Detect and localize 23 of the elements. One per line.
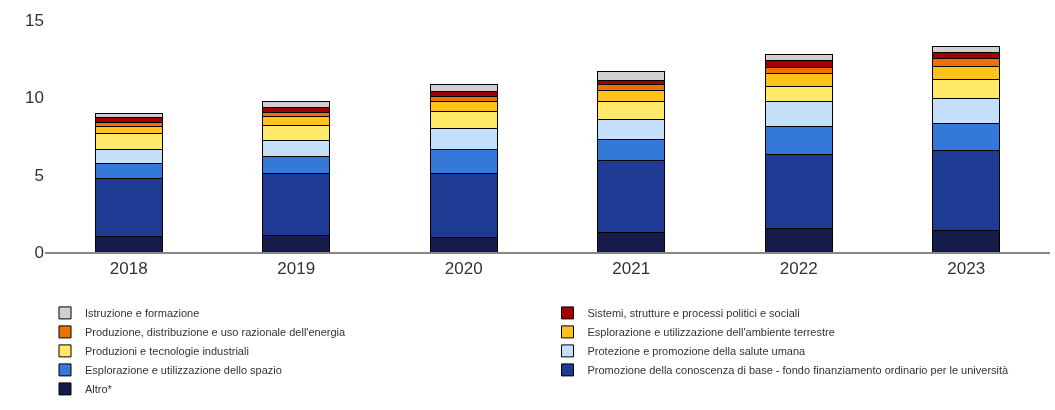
y-tick-label: 5: [34, 165, 44, 185]
legend-label: Esplorazione e utilizzazione dell'ambiente terrestre: [587, 326, 835, 339]
legend-label: Altro*: [85, 383, 113, 396]
bar: [597, 71, 666, 81]
y-tick-label: 0: [34, 242, 44, 262]
x-tick-label: 2018: [109, 259, 148, 279]
legend-label: Protezione e promozione della salute umana: [587, 345, 807, 358]
bar: [94, 112, 163, 119]
legend-label: Promozione della conoscenza di base - fondo finanziamento ordinario per le università: [587, 364, 1010, 377]
x-tick-label: 2023: [947, 259, 986, 279]
legend-label: Istruzione e formazione: [85, 307, 200, 320]
legend-label: Sistemi, strutture e processi politici e sociali: [587, 307, 800, 320]
bar: [94, 117, 163, 123]
y-tick-label: 10: [25, 88, 44, 108]
legend-label: Produzione, distribuzione e uso razionale dell'energia: [85, 326, 347, 339]
y-tick-label: 15: [25, 10, 44, 30]
x-tick-label: 2022: [779, 259, 818, 279]
x-tick-label: 2020: [444, 259, 483, 279]
x-tick-label: 2019: [277, 259, 316, 279]
x-tick-label: 2021: [612, 259, 651, 279]
bar: [429, 84, 498, 93]
legend-label: Produzioni e tecnologie industriali: [85, 345, 249, 358]
legend-label: Esplorazione e utilizzazione dello spazio: [85, 364, 282, 377]
